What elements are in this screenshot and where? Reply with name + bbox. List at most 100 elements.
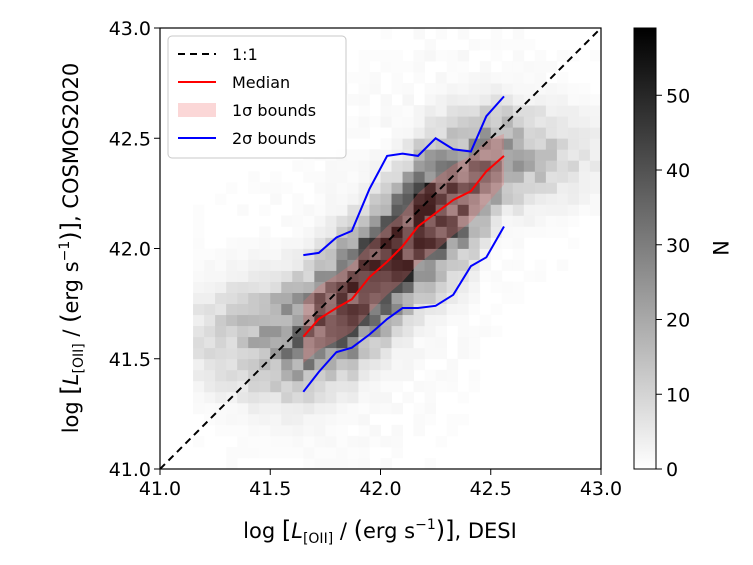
hist-cell [446, 413, 459, 426]
hist-cell [226, 358, 238, 371]
hist-cell [369, 402, 381, 415]
hist-cell [347, 171, 359, 183]
hist-cell [468, 215, 481, 227]
hist-cell [424, 380, 437, 393]
hist-cell [226, 402, 238, 415]
hist-cell [556, 94, 569, 106]
hist-cell [204, 292, 216, 305]
hist-cell [325, 402, 337, 415]
hist-cell [402, 358, 414, 371]
hist-cell [193, 204, 205, 216]
hist-cell [336, 413, 348, 426]
hist-cell [402, 116, 414, 128]
x-tick-label: 42.5 [470, 478, 512, 500]
hist-cell [457, 94, 470, 106]
hist-cell [435, 380, 448, 393]
hist-cell [314, 325, 326, 338]
hist-cell [446, 248, 459, 260]
hist-cell [578, 204, 591, 216]
hist-cell [490, 226, 503, 238]
hist-cell [413, 61, 425, 73]
hist-cell [556, 182, 569, 194]
hist-cell [270, 193, 282, 205]
hist-cell [248, 347, 260, 360]
hist-cell [193, 226, 205, 238]
hist-cell [391, 281, 403, 293]
hist-cell [435, 314, 448, 327]
hist-cell [424, 171, 437, 183]
hist-cell [237, 314, 249, 327]
hist-cell [512, 259, 525, 271]
hist-cell [479, 259, 492, 271]
y-axis-label: log [L[OII] / (erg s−1)], COSMOS2020 [56, 63, 87, 434]
hist-cell [523, 72, 536, 84]
hist-cell [358, 336, 370, 349]
legend-label: 1:1 [232, 45, 258, 64]
hist-cell [215, 358, 227, 371]
hist-cell [325, 446, 337, 459]
hist-cell [490, 116, 503, 128]
hist-cell [457, 303, 470, 316]
hist-cell [402, 325, 414, 338]
hist-cell [215, 336, 227, 349]
hist-cell [523, 149, 536, 161]
hist-cell [468, 94, 481, 106]
hist-cell [424, 369, 437, 382]
hist-cell [314, 193, 326, 205]
hist-cell [215, 347, 227, 360]
hist-cell [424, 303, 437, 316]
hist-cell [413, 160, 425, 172]
hist-cell [413, 215, 425, 227]
hist-cell [413, 193, 425, 205]
hist-cell [336, 446, 348, 459]
hist-cell [501, 226, 514, 238]
hist-cell [534, 149, 547, 161]
hist-cell [314, 457, 326, 469]
hist-cell [556, 215, 569, 227]
hist-cell [402, 138, 414, 150]
hist-cell [468, 39, 481, 51]
hist-cell [336, 292, 348, 305]
hist-cell [457, 50, 470, 62]
median-line [302, 155, 505, 338]
hist-cell [259, 391, 271, 404]
hist-cell [380, 336, 392, 349]
hist-cell [402, 226, 414, 238]
hist-cell [534, 171, 547, 183]
hist-cell [523, 193, 536, 205]
hist-cell [457, 325, 470, 338]
hist-cell [501, 39, 514, 51]
hist-cell [380, 138, 392, 150]
hist-cell [523, 116, 536, 128]
hist-cell [545, 226, 558, 238]
hist-cell [523, 204, 536, 216]
hist-cell [303, 160, 315, 172]
hist-cell [413, 259, 425, 271]
hist-cell [358, 424, 370, 437]
hist-cell [424, 149, 437, 161]
hist-cell [435, 259, 448, 271]
hist-cell [347, 457, 359, 469]
hist-cell [446, 270, 459, 282]
hist-cell [303, 336, 315, 349]
hist-cell [281, 435, 293, 448]
sigma2-upper-line [303, 95, 505, 257]
hist-cell [237, 424, 249, 437]
hist-cell [402, 369, 414, 382]
hist-cell [336, 391, 348, 404]
hist-cell [391, 248, 403, 260]
hist-cell [578, 193, 591, 205]
colorbar-tick-label: 50 [666, 85, 690, 107]
hist-cell [446, 303, 459, 316]
hist-cell [534, 72, 547, 84]
hist-cell [490, 160, 503, 172]
hist-cell [501, 193, 514, 205]
hist-cell [314, 182, 326, 194]
hist-cell [446, 314, 459, 327]
hist-cell [479, 160, 492, 172]
hist-cell [435, 50, 448, 62]
hist-cell [248, 358, 260, 371]
hist-cell [380, 215, 392, 227]
hist-cell [292, 259, 304, 271]
hist-cell [424, 292, 437, 305]
